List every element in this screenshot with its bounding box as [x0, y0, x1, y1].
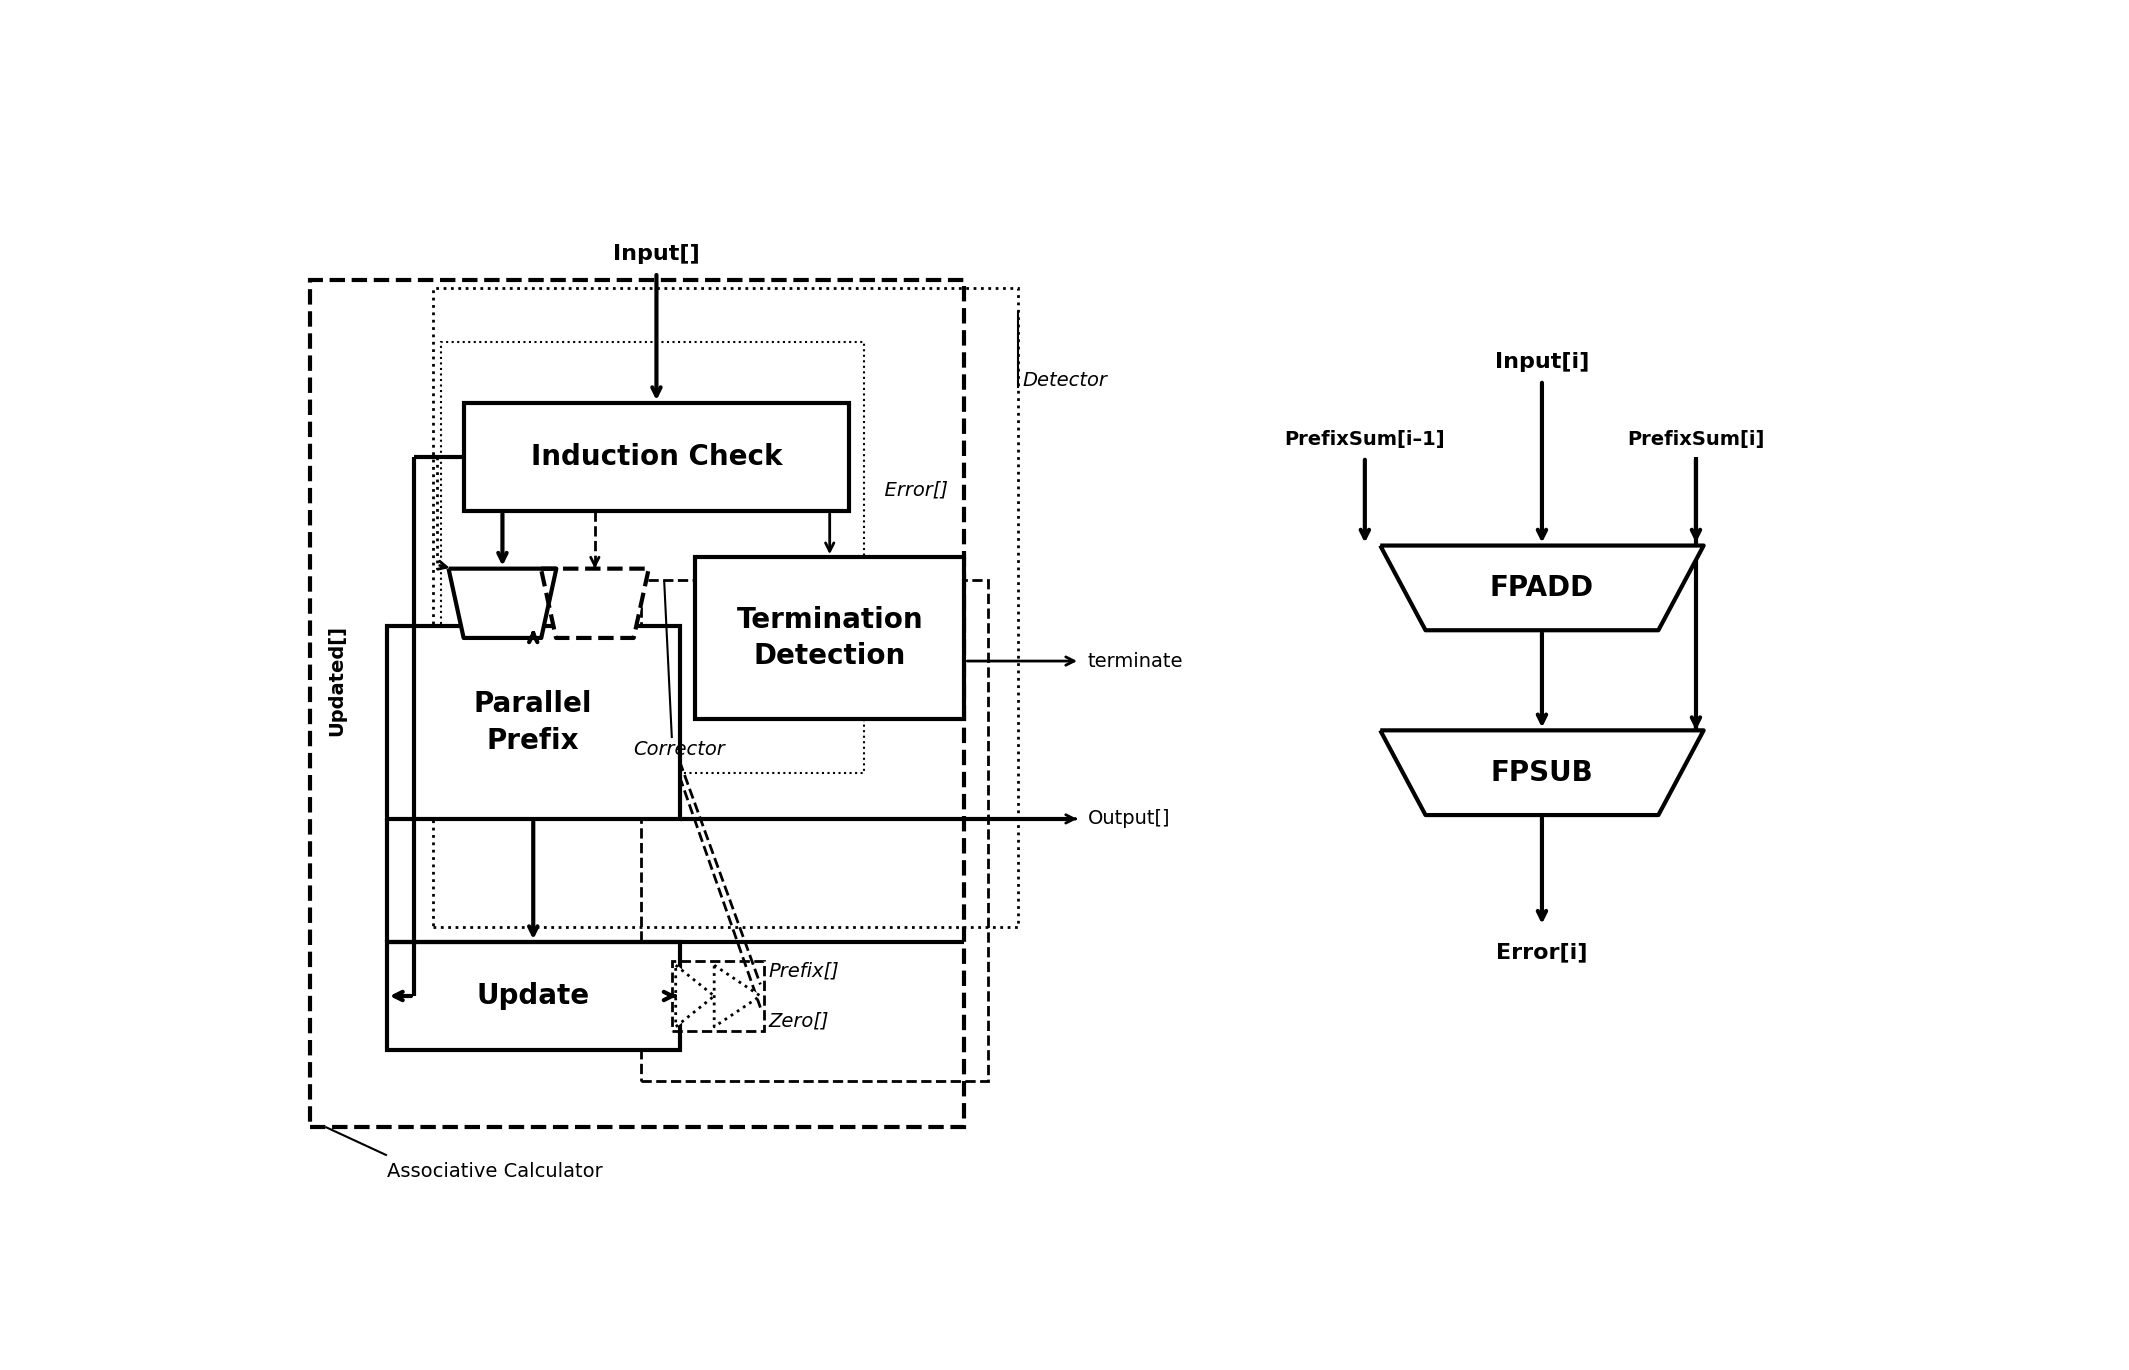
Text: FPADD: FPADD: [1490, 574, 1595, 601]
Text: Induction Check: Induction Check: [530, 443, 781, 471]
Text: Error[]: Error[]: [873, 481, 947, 499]
Text: Termination
Detection: Termination Detection: [737, 606, 924, 670]
Text: Output[]: Output[]: [1088, 810, 1171, 829]
Text: Parallel
Prefix: Parallel Prefix: [475, 690, 592, 755]
Text: Associative Calculator: Associative Calculator: [387, 1162, 603, 1181]
Text: Updated[]: Updated[]: [328, 625, 347, 736]
FancyBboxPatch shape: [694, 558, 964, 719]
Polygon shape: [1380, 545, 1703, 630]
Text: Error[i]: Error[i]: [1497, 943, 1588, 962]
Text: Detector: Detector: [1022, 370, 1107, 389]
Text: terminate: terminate: [1088, 652, 1184, 670]
Text: Update: Update: [477, 982, 590, 1010]
Text: FPSUB: FPSUB: [1490, 759, 1592, 786]
Text: PrefixSum[i–1]: PrefixSum[i–1]: [1284, 430, 1446, 449]
Polygon shape: [675, 966, 713, 1026]
Text: Corrector: Corrector: [632, 740, 726, 759]
Polygon shape: [449, 569, 556, 638]
Text: Zero[]: Zero[]: [769, 1011, 828, 1030]
Text: Input[i]: Input[i]: [1495, 352, 1588, 373]
Text: PrefixSum[i]: PrefixSum[i]: [1627, 430, 1765, 449]
FancyBboxPatch shape: [387, 943, 679, 1049]
FancyBboxPatch shape: [464, 403, 849, 511]
Polygon shape: [1380, 730, 1703, 815]
Polygon shape: [541, 569, 649, 638]
FancyBboxPatch shape: [387, 626, 679, 819]
Polygon shape: [713, 966, 760, 1026]
Text: Prefix[]: Prefix[]: [769, 962, 839, 981]
Text: Input[]: Input[]: [613, 244, 700, 264]
